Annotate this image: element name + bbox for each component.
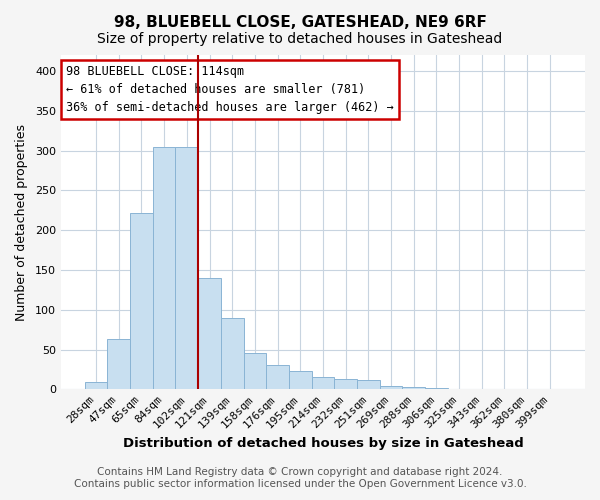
Bar: [289, 371, 311, 390]
Bar: [334, 379, 357, 390]
Bar: [107, 338, 130, 390]
Y-axis label: Number of detached properties: Number of detached properties: [15, 124, 28, 320]
Bar: [175, 146, 198, 390]
Bar: [538, 388, 561, 390]
Bar: [198, 278, 221, 390]
Bar: [311, 376, 334, 390]
Bar: [425, 388, 448, 390]
Bar: [357, 380, 380, 390]
Bar: [403, 387, 425, 390]
Bar: [130, 212, 153, 390]
Bar: [244, 353, 266, 390]
Bar: [493, 388, 516, 390]
Text: 98, BLUEBELL CLOSE, GATESHEAD, NE9 6RF: 98, BLUEBELL CLOSE, GATESHEAD, NE9 6RF: [113, 15, 487, 30]
Text: Contains HM Land Registry data © Crown copyright and database right 2024.
Contai: Contains HM Land Registry data © Crown c…: [74, 468, 526, 489]
Text: Size of property relative to detached houses in Gateshead: Size of property relative to detached ho…: [97, 32, 503, 46]
Bar: [153, 146, 175, 390]
X-axis label: Distribution of detached houses by size in Gateshead: Distribution of detached houses by size …: [122, 437, 523, 450]
Bar: [470, 388, 493, 390]
Bar: [85, 382, 107, 390]
Text: 98 BLUEBELL CLOSE: 114sqm
← 61% of detached houses are smaller (781)
36% of semi: 98 BLUEBELL CLOSE: 114sqm ← 61% of detac…: [66, 65, 394, 114]
Bar: [221, 318, 244, 390]
Bar: [516, 388, 538, 390]
Bar: [448, 388, 470, 390]
Bar: [380, 386, 403, 390]
Bar: [266, 365, 289, 390]
